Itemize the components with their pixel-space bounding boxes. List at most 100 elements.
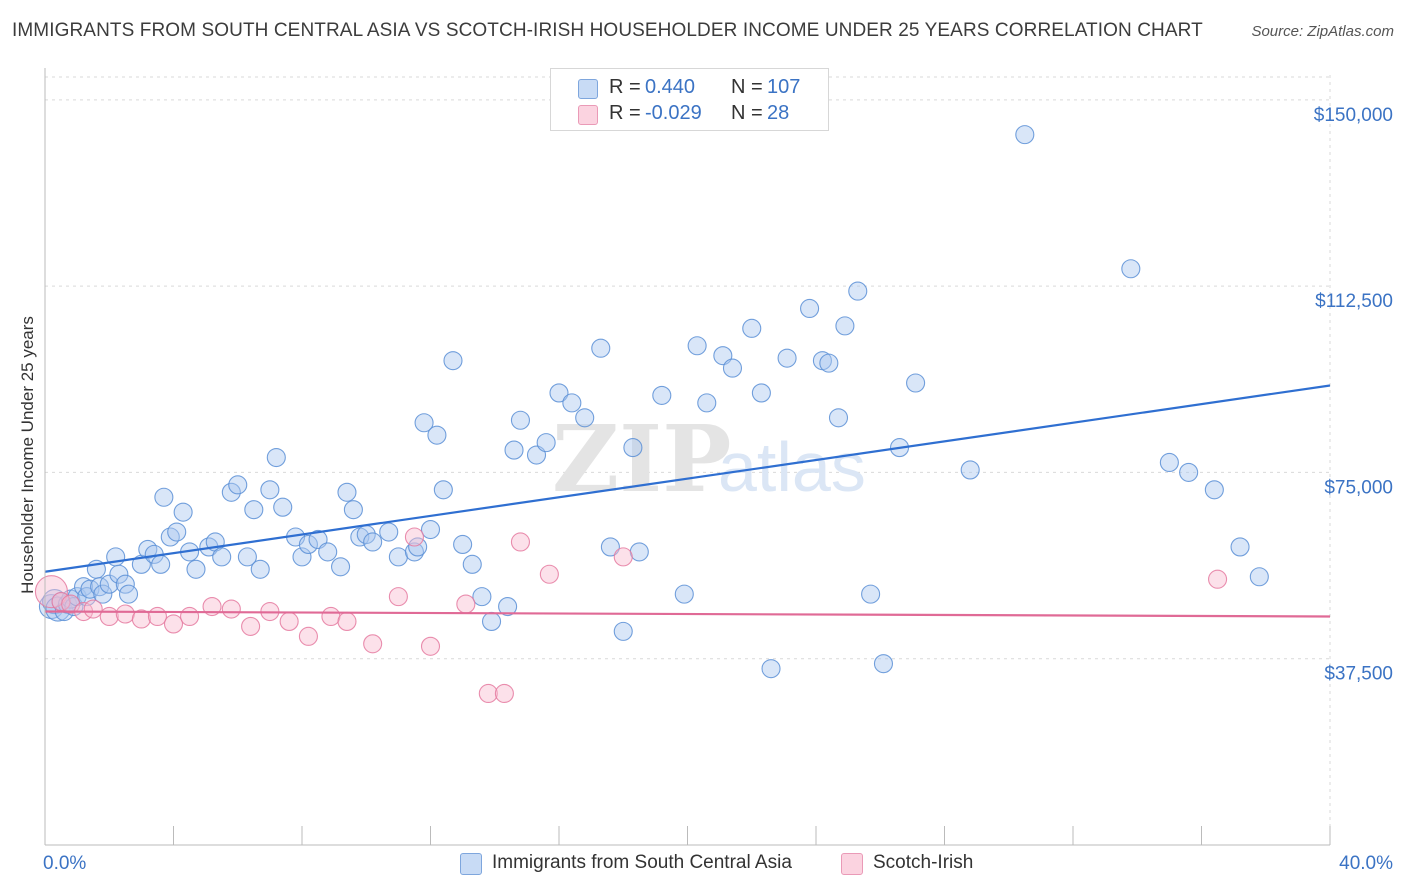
data-point — [318, 542, 338, 562]
n-label: N = — [731, 102, 763, 124]
data-point — [623, 438, 643, 458]
data-point — [687, 336, 707, 356]
n-value: 28 — [767, 102, 790, 124]
data-point — [828, 408, 849, 428]
data-point — [835, 316, 855, 336]
series-south-central-asia — [38, 125, 1269, 679]
data-point — [212, 547, 232, 567]
legend-label: Immigrants from South Central Asia — [492, 852, 792, 873]
data-point — [241, 616, 261, 636]
data-point — [575, 408, 595, 428]
data-point — [154, 487, 174, 507]
data-point — [244, 500, 264, 520]
data-point — [330, 557, 351, 577]
data-point — [549, 383, 569, 403]
data-point — [292, 547, 312, 567]
data-point — [539, 564, 559, 584]
n-value: 107 — [767, 76, 801, 98]
data-point — [99, 574, 119, 594]
data-point — [414, 413, 434, 433]
trend-layer — [44, 384, 1331, 618]
y-tick-label: $75,000 — [1324, 477, 1393, 498]
data-point — [848, 281, 868, 301]
data-point — [510, 532, 531, 552]
legend-label: Scotch-Irish — [873, 852, 974, 873]
data-point — [388, 587, 408, 607]
data-point — [337, 611, 357, 632]
data-point — [266, 447, 286, 468]
data-point — [83, 599, 103, 619]
legend-swatch-blue — [578, 79, 598, 99]
data-point — [167, 522, 187, 542]
data-point — [462, 554, 482, 574]
data-point — [600, 537, 620, 557]
legend-swatch-pink — [841, 853, 863, 875]
data-point — [109, 564, 129, 584]
correlation-legend: R = 0.440 N = 107 R = -0.029 N = 28 — [550, 68, 829, 131]
data-point — [1208, 569, 1228, 589]
data-point — [118, 584, 139, 604]
data-point — [221, 482, 241, 502]
r-value: -0.029 — [645, 102, 702, 124]
data-point — [163, 614, 184, 634]
y-axis-title: Householder Income Under 25 years — [18, 316, 37, 594]
grid-layer — [45, 75, 1331, 845]
data-point — [173, 502, 193, 522]
data-point — [160, 527, 180, 547]
data-point — [388, 547, 408, 567]
axis-layer: $37,500 $75,000 $112,500 $150,000 0.0% 40.0% — [43, 68, 1393, 874]
data-point — [186, 559, 206, 579]
data-point — [742, 318, 762, 338]
points-layer — [34, 125, 1269, 704]
r-label: R = — [609, 76, 641, 98]
data-point — [298, 534, 318, 555]
data-point — [1204, 480, 1224, 500]
data-point — [298, 626, 318, 646]
data-point — [498, 596, 518, 617]
watermark-atlas: atlas — [718, 428, 866, 506]
data-point — [131, 609, 151, 629]
chart-title: IMMIGRANTS FROM SOUTH CENTRAL ASIA VS SC… — [12, 20, 1203, 41]
data-point — [404, 527, 424, 547]
data-point — [697, 393, 717, 413]
data-point — [591, 338, 611, 358]
data-point — [337, 482, 357, 502]
y-tick-label: $37,500 — [1324, 664, 1393, 685]
data-point — [363, 532, 383, 552]
data-point — [562, 393, 582, 413]
data-point — [279, 611, 299, 632]
data-point — [629, 542, 649, 562]
y-tick-label: $112,500 — [1315, 291, 1393, 312]
source-label: Source: ZipAtlas.com — [1251, 23, 1394, 40]
data-point — [228, 475, 248, 495]
data-point — [478, 683, 498, 704]
data-point — [1121, 259, 1141, 279]
data-point — [906, 373, 926, 393]
data-point — [433, 480, 453, 500]
data-point — [260, 480, 280, 500]
data-point — [420, 519, 441, 540]
data-point — [481, 611, 502, 632]
data-point — [273, 497, 293, 517]
data-point — [751, 383, 771, 403]
data-point — [722, 358, 743, 378]
data-point — [800, 298, 820, 319]
data-point — [115, 604, 135, 624]
data-point — [1230, 537, 1250, 557]
data-point — [761, 659, 781, 679]
x-tick-label: 40.0% — [1339, 853, 1393, 874]
data-point — [1179, 462, 1199, 482]
r-value: 0.440 — [645, 76, 696, 98]
data-point — [960, 460, 980, 480]
data-point — [613, 621, 633, 641]
data-point — [138, 539, 158, 559]
watermark: ZIP atlas — [552, 405, 866, 513]
data-point — [427, 425, 447, 445]
trend-line-south-central-asia — [44, 384, 1331, 573]
trend-line-scotch-irish — [44, 610, 1331, 618]
r-label: R = — [609, 102, 641, 124]
data-point — [456, 594, 476, 614]
data-point — [861, 584, 881, 604]
data-point — [34, 575, 68, 609]
